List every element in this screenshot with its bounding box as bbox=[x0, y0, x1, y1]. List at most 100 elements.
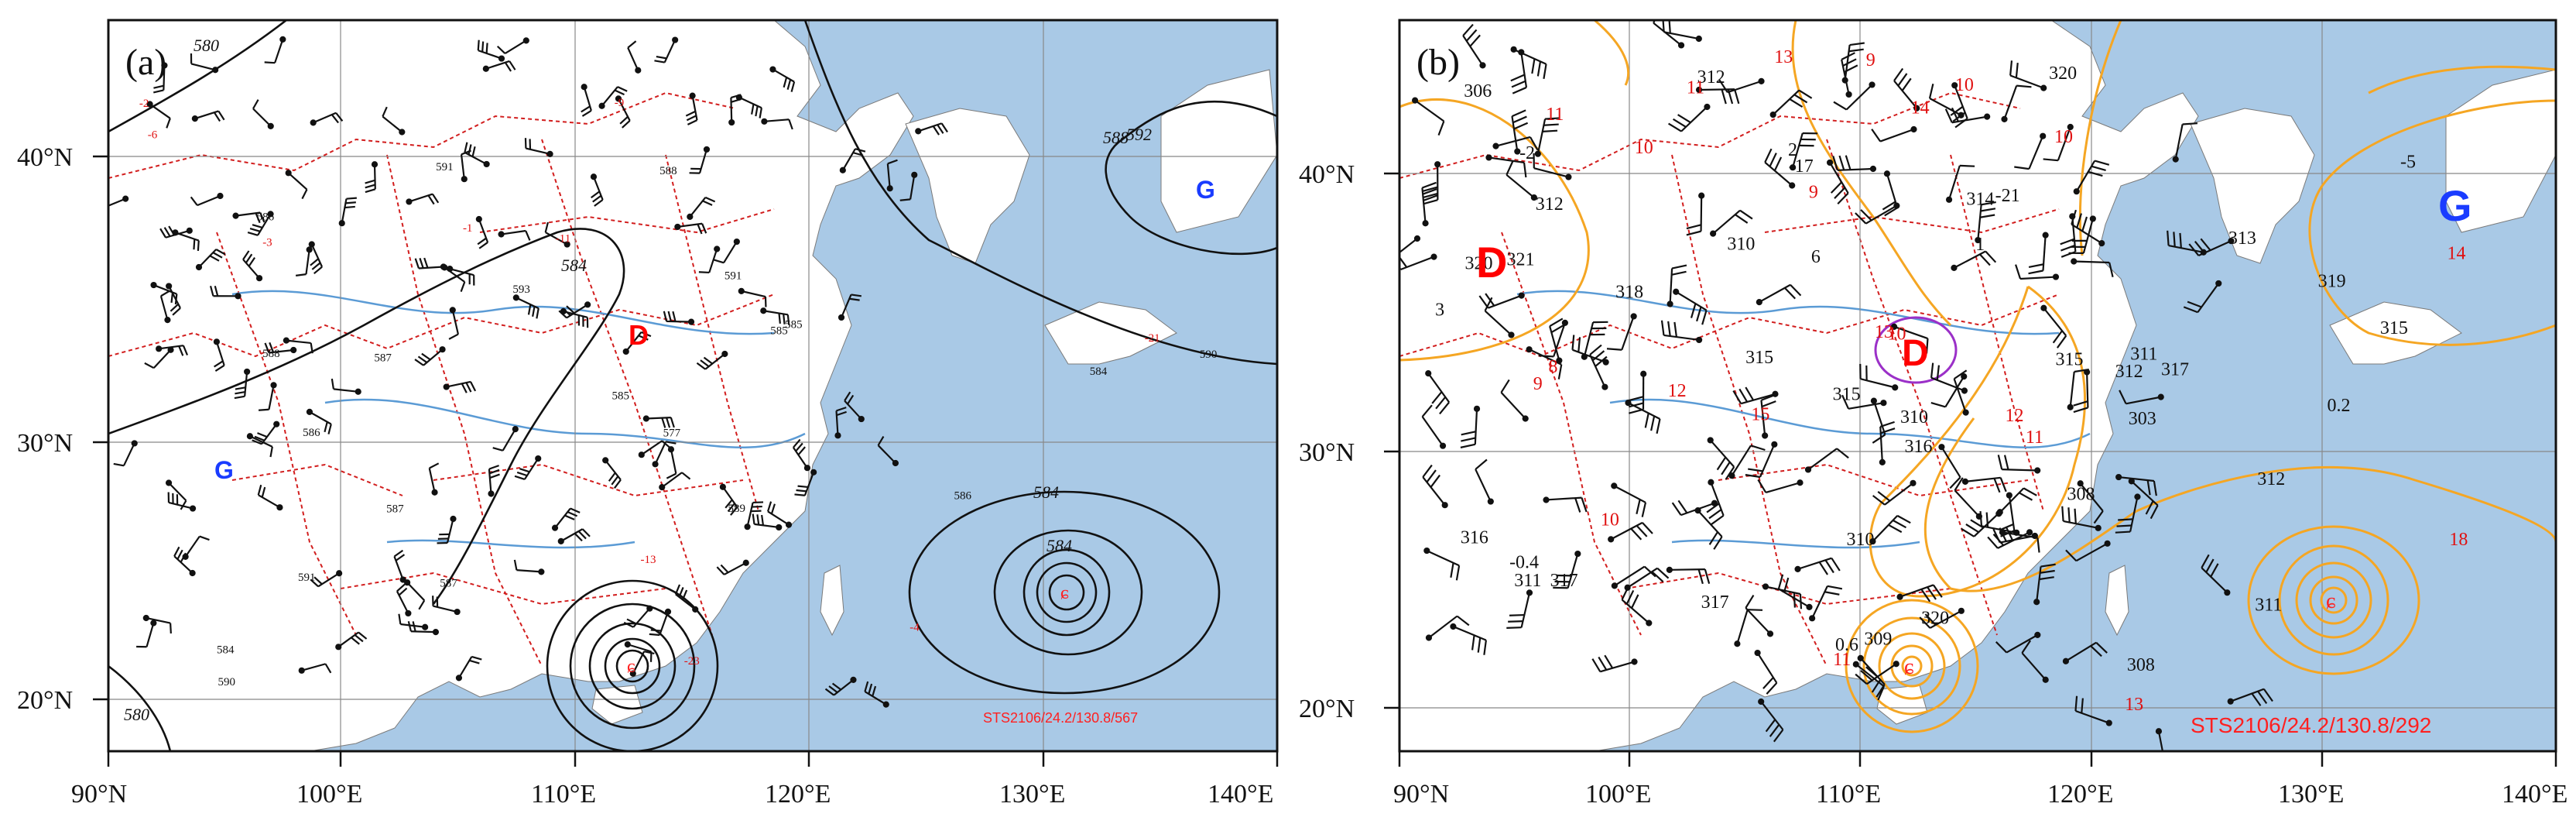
station-dot bbox=[1758, 698, 1765, 706]
wind-barb-feather bbox=[311, 262, 321, 270]
wind-barb-feather bbox=[611, 476, 619, 486]
station-dot bbox=[689, 92, 696, 99]
wind-barb-staff bbox=[1731, 445, 1752, 476]
wind-barb-feather bbox=[212, 252, 223, 259]
station-dot bbox=[2227, 698, 2234, 705]
wind-barb-staff bbox=[159, 295, 169, 321]
station-dot bbox=[714, 245, 721, 252]
wind-barb-feather bbox=[2183, 306, 2198, 314]
wind-barb-feather bbox=[704, 196, 716, 203]
wind-barb-feather bbox=[770, 503, 776, 514]
wind-barb-feather bbox=[824, 688, 834, 696]
wind-barb-feather bbox=[641, 331, 652, 338]
wind-barb-feather bbox=[1604, 654, 1614, 669]
station-value: -17 bbox=[1789, 156, 1814, 177]
wind-barb-staff bbox=[764, 118, 790, 122]
wind-barb-feather bbox=[1642, 522, 1653, 534]
wind-barb-feather bbox=[2052, 330, 2063, 344]
station-dot bbox=[1958, 607, 1965, 614]
station-dot bbox=[122, 195, 129, 202]
station-dot bbox=[2067, 123, 2074, 131]
station-value: 9 bbox=[1533, 374, 1543, 394]
station-dot bbox=[1961, 478, 1969, 485]
station-value: -2 bbox=[1519, 143, 1535, 163]
station-dot bbox=[488, 490, 495, 497]
wind-barb-feather bbox=[464, 142, 468, 153]
wind-barb-feather bbox=[398, 587, 408, 596]
wind-barb-feather bbox=[887, 159, 898, 165]
wind-barb-feather bbox=[2073, 407, 2088, 414]
station-dot bbox=[584, 301, 591, 308]
wind-barb-feather bbox=[1510, 74, 1526, 82]
wind-barb-feather bbox=[1959, 164, 1975, 167]
wind-barb-feather bbox=[1595, 355, 1608, 367]
wind-barb-feather bbox=[197, 240, 200, 252]
station-value: 13 bbox=[2125, 695, 2143, 715]
wind-barb-feather bbox=[1450, 562, 1454, 579]
wind-barb-feather bbox=[252, 224, 263, 228]
station-dot bbox=[1667, 300, 1673, 307]
wind-barb-feather bbox=[2028, 263, 2044, 269]
wind-barb-staff bbox=[1765, 482, 1800, 493]
x-tick-a-110: 110°E bbox=[531, 780, 596, 809]
wind-barb-feather bbox=[1508, 620, 1523, 623]
station-dot bbox=[1708, 479, 1714, 486]
wind-barb-feather bbox=[1469, 34, 1481, 47]
wind-barb-feather bbox=[2067, 507, 2071, 523]
low-center-b-west: D bbox=[1476, 238, 1507, 287]
station-value: 315 bbox=[1833, 385, 1861, 405]
wind-barb-feather bbox=[504, 62, 512, 72]
wind-barb-staff bbox=[654, 441, 667, 465]
station-value: -11 bbox=[556, 232, 570, 245]
wind-barb-feather bbox=[471, 146, 476, 157]
station-dot bbox=[1694, 507, 1701, 514]
wind-barb-feather bbox=[720, 564, 729, 573]
wind-barb-feather bbox=[1784, 287, 1797, 300]
wind-barb-feather bbox=[393, 549, 404, 558]
wind-barb-staff bbox=[1529, 348, 1562, 366]
station-dot bbox=[1581, 353, 1588, 360]
wind-barb-feather bbox=[713, 259, 724, 264]
wind-barb-feather bbox=[269, 446, 273, 458]
wind-barb-feather bbox=[1667, 321, 1671, 337]
wind-barbs-b bbox=[1399, 20, 2273, 751]
wind-barb-feather bbox=[851, 294, 862, 297]
wind-barb-feather bbox=[831, 682, 842, 691]
frame-a bbox=[107, 19, 1279, 753]
wind-barb-feather bbox=[1641, 502, 1647, 517]
station-dot bbox=[1473, 405, 1481, 412]
wind-barb-feather bbox=[2150, 505, 2159, 520]
station-value: 310 bbox=[1900, 407, 1928, 427]
station-dot bbox=[450, 515, 457, 523]
low-contour-purple bbox=[1874, 316, 1958, 384]
station-dot bbox=[2042, 232, 2049, 239]
station-dot bbox=[1430, 253, 1437, 260]
station-dot bbox=[142, 614, 149, 622]
station-value: 312 bbox=[1536, 194, 1564, 215]
station-dot bbox=[1913, 105, 1920, 112]
wind-barb-staff bbox=[2003, 85, 2018, 120]
station-value: 14 bbox=[2448, 243, 2466, 263]
wind-barb-feather bbox=[1571, 335, 1575, 350]
wind-barb-feather bbox=[1766, 682, 1778, 695]
wind-barb-staff bbox=[1944, 376, 1965, 408]
wind-barb-feather bbox=[516, 471, 528, 477]
station-dot bbox=[2071, 258, 2078, 265]
wind-barb-feather bbox=[264, 61, 276, 64]
wind-barb-feather bbox=[558, 310, 567, 319]
wind-barb-feather bbox=[608, 472, 616, 482]
station-value: 312 bbox=[1697, 67, 1725, 88]
wind-barb-feather bbox=[581, 528, 591, 537]
wind-barb-feather bbox=[1855, 673, 1868, 685]
wind-barb-feather bbox=[794, 493, 805, 496]
wind-barb-feather bbox=[261, 486, 266, 498]
wind-barb-feather bbox=[1636, 499, 1641, 515]
wind-barb-feather bbox=[2251, 692, 2262, 706]
station-value: 586 bbox=[303, 427, 320, 439]
station-value: -21 bbox=[1995, 186, 2020, 206]
wind-barb-staff bbox=[502, 428, 516, 451]
wind-barb-feather bbox=[1833, 101, 1848, 111]
wind-barb-feather bbox=[544, 221, 550, 233]
wind-barb-staff bbox=[1399, 238, 1418, 254]
